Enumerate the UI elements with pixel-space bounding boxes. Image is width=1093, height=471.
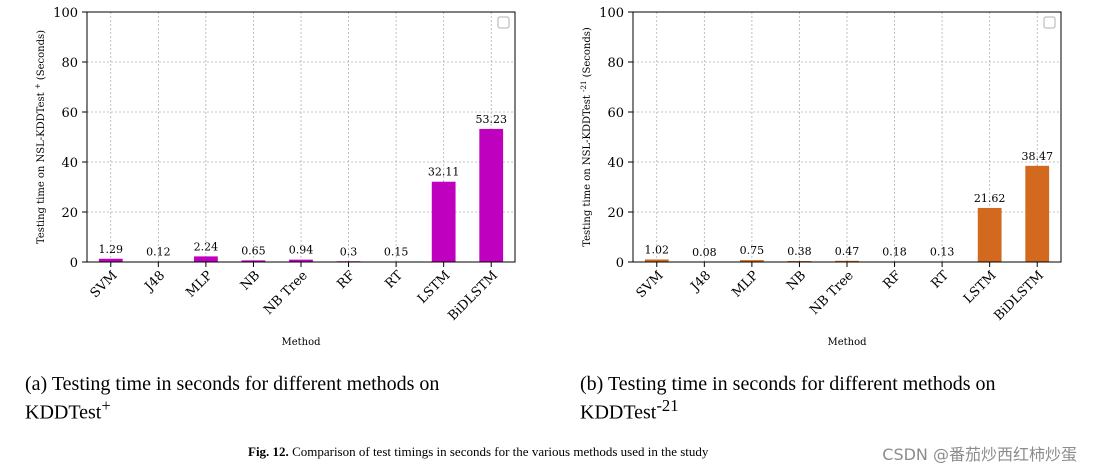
chart-a-bar-svm	[98, 258, 123, 262]
chart-a-bar-nb-tree	[289, 259, 313, 262]
chart-a-bar-lstm	[431, 181, 456, 262]
chart-a-value-label: 0.12	[146, 246, 171, 259]
chart-a-value-label: 0.15	[384, 246, 409, 259]
subcaption-a-line1: (a) Testing time in seconds for differen…	[25, 373, 440, 395]
chart-b-value-label: 0.38	[787, 245, 812, 258]
chart-a-xtick-label: LSTM	[415, 268, 454, 307]
chart-b: 1.02 0.08 0.75 0.38 0.47 0.18 0.13 21.62 38.47 0 2…	[546, 0, 1092, 360]
chart-b-xlabel: Method	[827, 337, 867, 348]
chart-a-xtick-label: J48	[141, 268, 168, 295]
subcaption-b-sup: -21	[656, 396, 679, 415]
chart-b-xtick-label: NB Tree	[807, 268, 857, 318]
watermark: CSDN @番茄炒西红柿炒蛋	[882, 445, 1077, 464]
chart-a-xtick-label: BiDLSTM	[445, 268, 501, 324]
subcaption-a-line2: KDDTest+	[25, 395, 545, 424]
chart-a: 1.29 0.12 2.24 0.65 0.94 0.3 0.15 32.11 53.23 0 20…	[0, 0, 546, 360]
chart-b-legend-box	[1043, 16, 1056, 29]
chart-b-xtick-label: BiDLSTM	[991, 268, 1047, 324]
chart-b-xtick-label: J48	[687, 268, 714, 295]
chart-b-ylabel: Testing time on NSL-KDDTest -21 (Seconds…	[580, 27, 593, 247]
chart-a-ytick-label: 20	[61, 206, 78, 221]
chart-a-value-label: 53.23	[475, 113, 507, 126]
subcaption-b-line1: (b) Testing time in seconds for differen…	[580, 373, 996, 395]
chart-a-value-label: 2.24	[194, 240, 219, 253]
subcaption-a: (a) Testing time in seconds for differen…	[25, 373, 545, 424]
chart-a-xtick-label: RF	[334, 268, 358, 292]
chart-b-xtick-label: LSTM	[961, 268, 1000, 307]
chart-b-xtick-label: RT	[928, 268, 952, 292]
figure-caption: Fig. 12. Comparison of test timings in s…	[248, 444, 708, 460]
chart-b-xtick-label: NB	[784, 268, 809, 293]
chart-a-value-label: 32.11	[428, 166, 460, 179]
chart-b-ytick-label: 20	[607, 206, 624, 221]
chart-b-ylabel-main: Testing time on NSL-KDDTest	[582, 92, 593, 247]
chart-a-ylabel: Testing time on NSL-KDDTest + (Seconds)	[34, 30, 47, 244]
chart-a-ylabel-main: Testing time on NSL-KDDTest	[36, 89, 47, 244]
chart-b-value-label: 1.02	[645, 243, 670, 256]
chart-a-value-label: 0.94	[289, 244, 314, 257]
chart-a-xlabel: Method	[281, 337, 321, 348]
chart-a-ytick-label: 0	[70, 256, 78, 271]
chart-a-bar-bidlstm	[479, 128, 504, 262]
subcaption-b: (b) Testing time in seconds for differen…	[580, 373, 1090, 424]
chart-a-value-label: 1.29	[99, 243, 124, 256]
chart-a-bar-mlp	[194, 256, 218, 262]
chart-b-ytick-label: 40	[607, 156, 624, 171]
chart-a-ylabel-unit: (Seconds)	[36, 30, 47, 83]
chart-b-xtick-label: RF	[880, 268, 904, 292]
chart-b-value-label: 21.62	[974, 192, 1006, 205]
subcaption-a-sup: +	[101, 396, 111, 415]
chart-b-xtick-label: MLP	[729, 268, 761, 300]
subcaption-b-line2: KDDTest-21	[580, 395, 1090, 424]
subcaption-b-dataset: KDDTest	[580, 401, 657, 424]
chart-a-ylabel-sup: +	[34, 83, 42, 89]
chart-a-value-label: 0.65	[241, 244, 266, 257]
chart-b-bar-nb-tree	[835, 260, 859, 262]
chart-b-value-label: 0.18	[882, 246, 907, 259]
chart-b-bar-svm	[644, 259, 669, 262]
chart-b-ytick-label: 60	[607, 106, 624, 121]
subcaption-a-dataset: KDDTest	[25, 401, 102, 424]
chart-a-xtick-label: RT	[382, 268, 406, 292]
chart-a-xtick-label: MLP	[183, 268, 215, 300]
chart-b-xtick-label: SVM	[634, 268, 667, 301]
chart-b-value-label: 0.08	[692, 246, 717, 259]
figure-caption-text: Comparison of test timings in seconds fo…	[292, 444, 709, 459]
chart-b-value-label: 0.47	[835, 245, 860, 258]
chart-b-ytick-label: 80	[607, 56, 624, 71]
chart-a-legend-box	[497, 16, 510, 29]
chart-b-bar-mlp	[740, 260, 764, 262]
chart-a-bar-nb	[241, 260, 266, 262]
chart-b-ytick-label: 100	[599, 6, 624, 21]
chart-b-value-label: 0.13	[930, 246, 955, 259]
chart-b-value-label: 38.47	[1021, 150, 1052, 163]
chart-a-ytick-label: 40	[61, 156, 78, 171]
chart-b-value-label: 0.75	[740, 244, 765, 257]
chart-a-ytick-label: 80	[61, 56, 78, 71]
chart-b-bar-lstm	[977, 207, 1002, 262]
chart-b-ylabel-sup: -21	[580, 81, 588, 92]
chart-a-ytick-label: 100	[53, 6, 78, 21]
chart-b-ylabel-unit: (Seconds)	[582, 27, 593, 80]
chart-b-svg: 1.02 0.08 0.75 0.38 0.47 0.18 0.13 21.62 38.47 0 2…	[580, 6, 1062, 348]
chart-b-ytick-label: 0	[616, 256, 624, 271]
chart-a-xtick-label: SVM	[88, 268, 121, 301]
chart-a-xtick-label: NB	[238, 268, 263, 293]
figure-caption-label: Fig. 12.	[248, 444, 289, 459]
chart-a-xtick-label: NB Tree	[261, 268, 311, 318]
chart-a-ytick-label: 60	[61, 106, 78, 121]
chart-b-bar-bidlstm	[1025, 165, 1050, 262]
chart-a-svg: 1.29 0.12 2.24 0.65 0.94 0.3 0.15 32.11 53.23 0 20…	[34, 6, 516, 348]
chart-a-value-label: 0.3	[340, 245, 358, 258]
